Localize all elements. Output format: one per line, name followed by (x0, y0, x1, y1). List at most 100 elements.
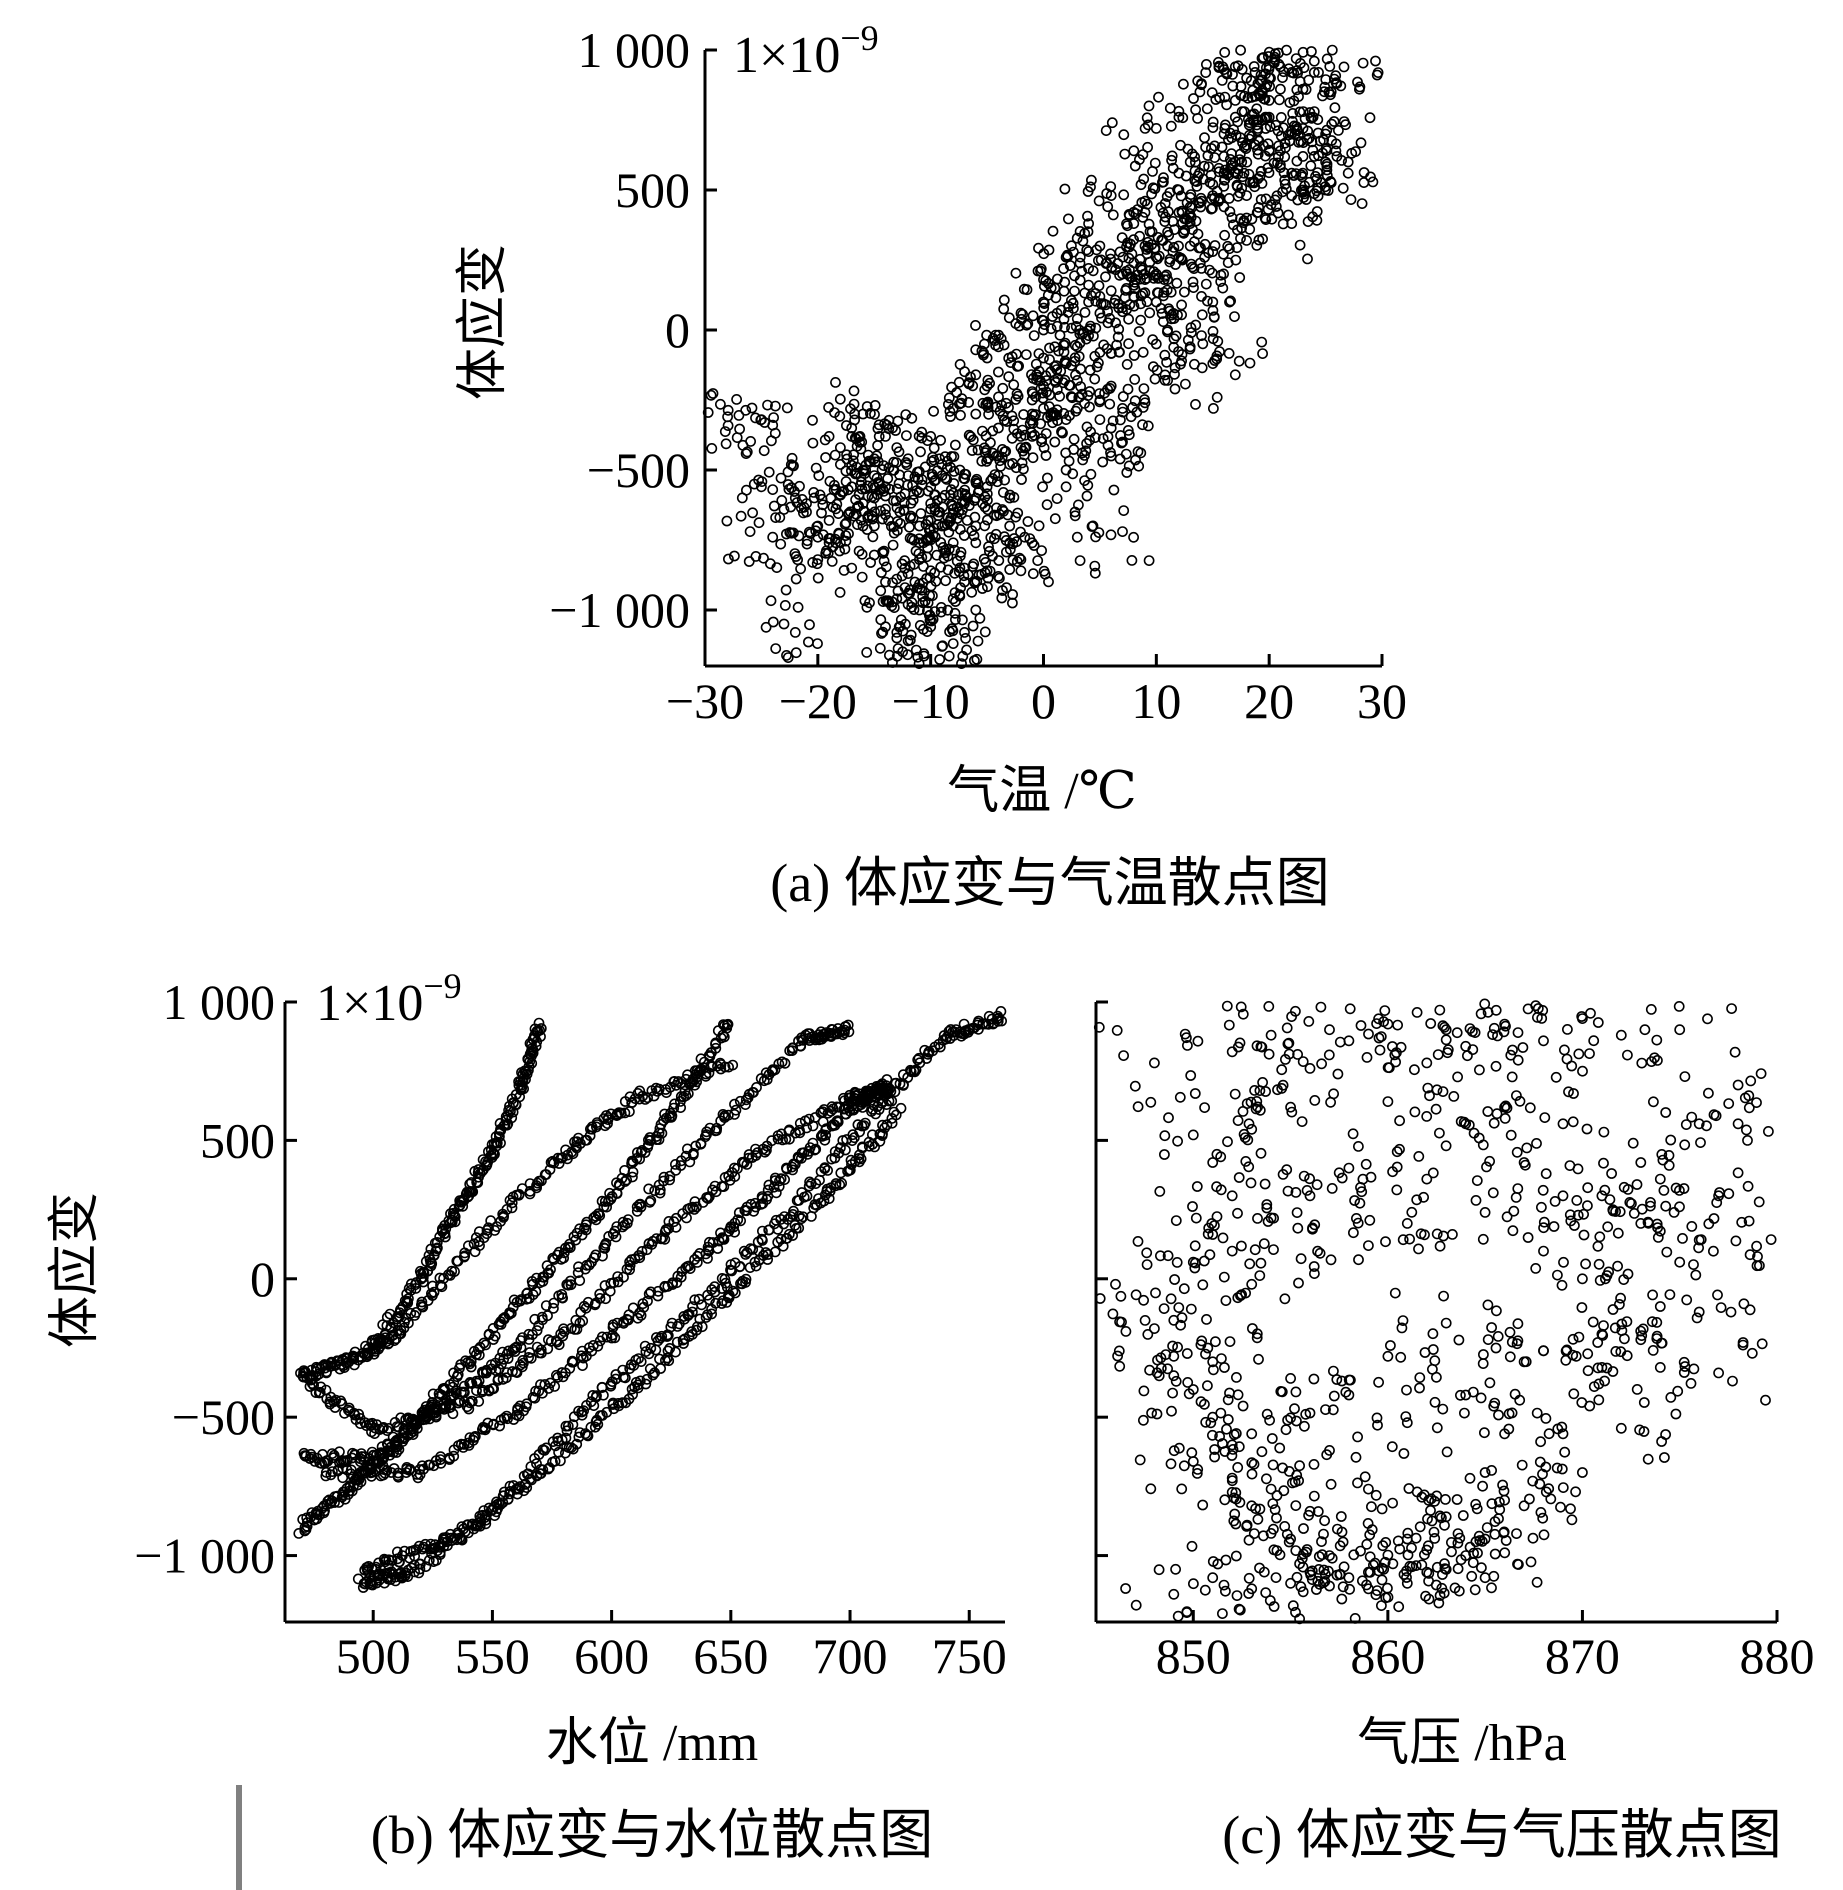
data-point (1208, 402, 1219, 414)
data-point (431, 1237, 443, 1248)
data-point (999, 446, 1010, 458)
data-point (881, 596, 893, 607)
data-point (949, 567, 961, 579)
data-point (790, 573, 802, 585)
data-point (1094, 414, 1106, 425)
data-point (944, 515, 956, 527)
data-point (982, 514, 993, 526)
data-point (1042, 289, 1054, 301)
data-point (894, 518, 906, 529)
data-point (1715, 1302, 1727, 1313)
data-point (1106, 117, 1118, 129)
data-point (1571, 1195, 1583, 1206)
data-point (902, 649, 913, 661)
data-point (729, 550, 740, 562)
data-point (1161, 191, 1173, 202)
data-point (947, 537, 959, 549)
data-point (1044, 354, 1055, 365)
data-point (1115, 430, 1126, 441)
data-point (1592, 1017, 1604, 1028)
data-point (1033, 242, 1044, 254)
data-point (1221, 68, 1233, 80)
data-point (895, 1102, 907, 1114)
data-point (1763, 1126, 1774, 1137)
data-point (1223, 1019, 1235, 1031)
data-point (849, 408, 860, 420)
data-point (1257, 233, 1268, 245)
data-point (792, 601, 804, 613)
data-point (915, 446, 926, 458)
data-point (1488, 1570, 1500, 1582)
data-point (942, 564, 954, 576)
data-point (778, 618, 790, 630)
data-point (604, 1187, 615, 1199)
y-tick-label: 500 (615, 162, 690, 218)
data-point (1276, 1064, 1288, 1076)
data-point (1612, 1260, 1623, 1272)
data-point (1011, 536, 1023, 548)
data-point (1181, 1348, 1193, 1359)
data-point (1177, 226, 1189, 238)
data-point (899, 555, 910, 567)
data-point (1273, 58, 1285, 70)
data-point (740, 448, 752, 459)
data-point (966, 445, 978, 456)
data-point (746, 402, 758, 414)
data-point (1337, 182, 1349, 194)
data-point (706, 442, 718, 454)
data-point (1245, 75, 1257, 87)
data-point (1015, 526, 1026, 538)
data-point (950, 614, 961, 625)
data-point (1117, 391, 1129, 402)
data-point (977, 397, 989, 409)
data-point (912, 473, 924, 485)
data-point (1531, 1407, 1543, 1419)
data-point (1304, 1190, 1316, 1202)
data-point (1338, 116, 1350, 127)
data-point (1490, 1342, 1502, 1354)
data-point (1128, 145, 1140, 157)
data-point (1058, 313, 1070, 325)
data-point (1336, 1593, 1348, 1605)
data-point (1356, 198, 1368, 209)
data-point (1659, 1452, 1670, 1463)
data-point (1050, 376, 1062, 388)
data-point (850, 433, 862, 445)
data-point (1015, 430, 1027, 442)
data-point (981, 481, 993, 493)
data-point (1359, 1471, 1371, 1483)
data-point (733, 409, 745, 421)
data-point (953, 566, 965, 578)
data-point (1015, 565, 1027, 577)
panel-b-caption: (b) 体应变与水位散点图 (371, 1805, 933, 1865)
data-point (1069, 510, 1081, 522)
data-point (1598, 1126, 1610, 1138)
data-point (1607, 1304, 1619, 1315)
data-point (1224, 206, 1236, 217)
data-point (1580, 1258, 1591, 1270)
data-point (758, 552, 769, 564)
data-point (1187, 276, 1199, 288)
data-point (1729, 1046, 1741, 1058)
data-point (1192, 1035, 1204, 1047)
data-point (1129, 1080, 1141, 1092)
data-point (1578, 1208, 1589, 1220)
data-point (1427, 1167, 1439, 1179)
data-point (1674, 1256, 1686, 1268)
data-point (1746, 1347, 1758, 1359)
data-point (1147, 165, 1158, 177)
data-point (1316, 1058, 1327, 1070)
data-point (1325, 1478, 1337, 1490)
data-point (1231, 1590, 1243, 1601)
data-point (1232, 181, 1243, 192)
data-point (722, 404, 734, 416)
data-point (1084, 434, 1095, 446)
data-point (993, 571, 1004, 582)
data-point (1647, 1289, 1658, 1301)
data-point (1010, 267, 1022, 279)
data-point (1139, 122, 1151, 134)
data-point (1192, 75, 1204, 87)
data-point (1077, 235, 1089, 247)
data-point (1036, 436, 1047, 448)
data-point (1414, 1521, 1426, 1533)
